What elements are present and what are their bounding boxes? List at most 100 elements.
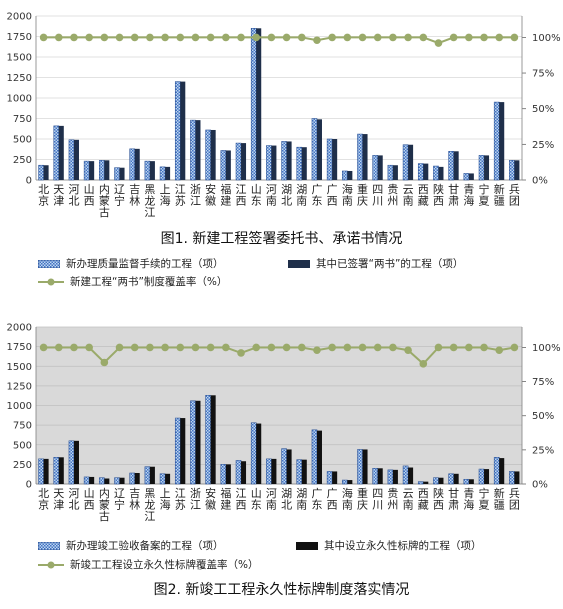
- y-left-tick-label: 1250: [7, 381, 32, 392]
- bar-series-1: [174, 81, 181, 181]
- coverage-point: [404, 346, 412, 355]
- x-tick-label: 贵州: [387, 487, 398, 512]
- x-tick-label: 北京: [38, 487, 49, 512]
- legend-swatch-dark: [296, 541, 318, 550]
- bar-series-2: [134, 473, 140, 484]
- bar-series-1: [250, 422, 257, 485]
- x-tick-label: 海南: [342, 486, 353, 512]
- bar-series-1: [478, 155, 485, 181]
- legend-swatch-hatched: [38, 541, 60, 550]
- bar-series-1: [159, 473, 166, 485]
- coverage-point: [70, 33, 78, 42]
- bar-series-1: [129, 472, 136, 485]
- coverage-point: [434, 343, 443, 352]
- bar-series-2: [484, 469, 490, 484]
- coverage-point: [389, 343, 397, 352]
- x-tick-label: 河北: [68, 487, 79, 512]
- bar-series-1: [281, 141, 287, 181]
- bar-series-2: [499, 102, 505, 180]
- bar-series-2: [43, 165, 49, 180]
- x-tick-label: 兵团: [509, 487, 520, 512]
- bar-series-2: [195, 120, 201, 180]
- coverage-point: [85, 343, 93, 352]
- bar-series-2: [408, 144, 414, 180]
- coverage-point: [54, 33, 63, 42]
- coverage-point: [313, 36, 321, 45]
- bar-series-1: [205, 394, 211, 485]
- x-tick-label: 天津: [53, 487, 64, 512]
- coverage-point: [343, 33, 352, 42]
- chart-1-legend-dark: 其中已签署“两书”的工程（项）: [288, 256, 463, 271]
- coverage-point: [191, 33, 200, 42]
- x-tick-label: 江西: [236, 487, 247, 512]
- bar-series-2: [165, 473, 171, 484]
- bar-series-1: [478, 468, 485, 485]
- x-tick-label: 北京: [38, 183, 49, 208]
- bar-series-1: [114, 167, 120, 181]
- x-tick-label: 河南: [266, 183, 277, 208]
- x-tick-label: 重庆: [357, 486, 368, 512]
- bar-series-1: [311, 118, 318, 181]
- coverage-point: [313, 346, 321, 355]
- x-tick-label: 宁夏: [479, 182, 490, 208]
- bar-series-2: [210, 395, 216, 484]
- coverage-point: [449, 343, 458, 352]
- bar-series-2: [149, 466, 155, 484]
- x-tick-label: 山西: [84, 183, 95, 208]
- coverage-point: [495, 346, 504, 355]
- coverage-point: [39, 343, 48, 352]
- y-right-tick-label: 100%: [532, 343, 561, 354]
- coverage-point: [510, 33, 519, 42]
- coverage-point: [404, 33, 412, 42]
- x-tick-label: 上海: [160, 487, 171, 512]
- bar-series-2: [73, 139, 79, 180]
- coverage-point: [434, 39, 443, 47]
- bar-series-1: [190, 119, 196, 181]
- y-right-tick-label: 100%: [532, 33, 561, 44]
- y-left-tick-label: 0: [26, 176, 32, 187]
- coverage-point: [237, 349, 245, 357]
- coverage-point: [510, 343, 519, 352]
- bar-series-1: [372, 468, 379, 485]
- chart-2-legend-line: 新竣工工程设立永久性标牌覆盖率（%）: [38, 557, 258, 572]
- bar-series-1: [493, 457, 500, 485]
- bar-series-2: [468, 479, 474, 484]
- coverage-point: [480, 33, 488, 42]
- x-tick-label: 广西: [327, 183, 338, 208]
- bar-series-2: [438, 166, 444, 180]
- coverage-point: [282, 343, 291, 352]
- coverage-point: [237, 33, 245, 42]
- chart-1-legend-hatched: 新办理质量监督手续的工程（项）: [38, 256, 224, 271]
- bar-series-2: [241, 461, 247, 484]
- coverage-point: [176, 343, 185, 352]
- chart-2-legend-label-1: 新办理竣工验收备案的工程（项）: [66, 540, 224, 552]
- bar-series-1: [83, 476, 90, 485]
- x-tick-label: 辽宁: [114, 487, 125, 512]
- x-tick-label: 新疆: [494, 182, 505, 208]
- x-tick-label: 西藏: [418, 487, 429, 512]
- coverage-point: [389, 33, 397, 42]
- bar-series-1: [509, 160, 515, 181]
- y-right-tick-label: 25%: [532, 140, 554, 151]
- coverage-point: [191, 343, 200, 352]
- bar-series-1: [99, 477, 105, 485]
- x-tick-label: 内蒙古: [99, 486, 110, 523]
- bar-series-1: [433, 165, 439, 181]
- bar-series-1: [266, 145, 272, 181]
- bar-series-2: [377, 468, 383, 484]
- bar-series-2: [423, 481, 429, 484]
- bar-series-2: [347, 170, 353, 180]
- coverage-point: [449, 33, 458, 42]
- bar-series-2: [332, 471, 338, 484]
- bar-series-2: [43, 458, 49, 484]
- bar-series-1: [509, 471, 515, 485]
- bar-series-2: [286, 449, 292, 484]
- bar-series-2: [225, 464, 231, 484]
- x-tick-label: 四川: [372, 487, 383, 512]
- chart-2: 0 250 500 750 1000 1250 1500 1750 2000 0% 25% 50% 75…: [7, 323, 561, 524]
- coverage-point: [39, 33, 48, 42]
- bar-series-1: [357, 133, 363, 181]
- coverage-point: [373, 33, 382, 42]
- y-left-tick-label: 500: [13, 440, 32, 451]
- bar-series-1: [417, 481, 424, 485]
